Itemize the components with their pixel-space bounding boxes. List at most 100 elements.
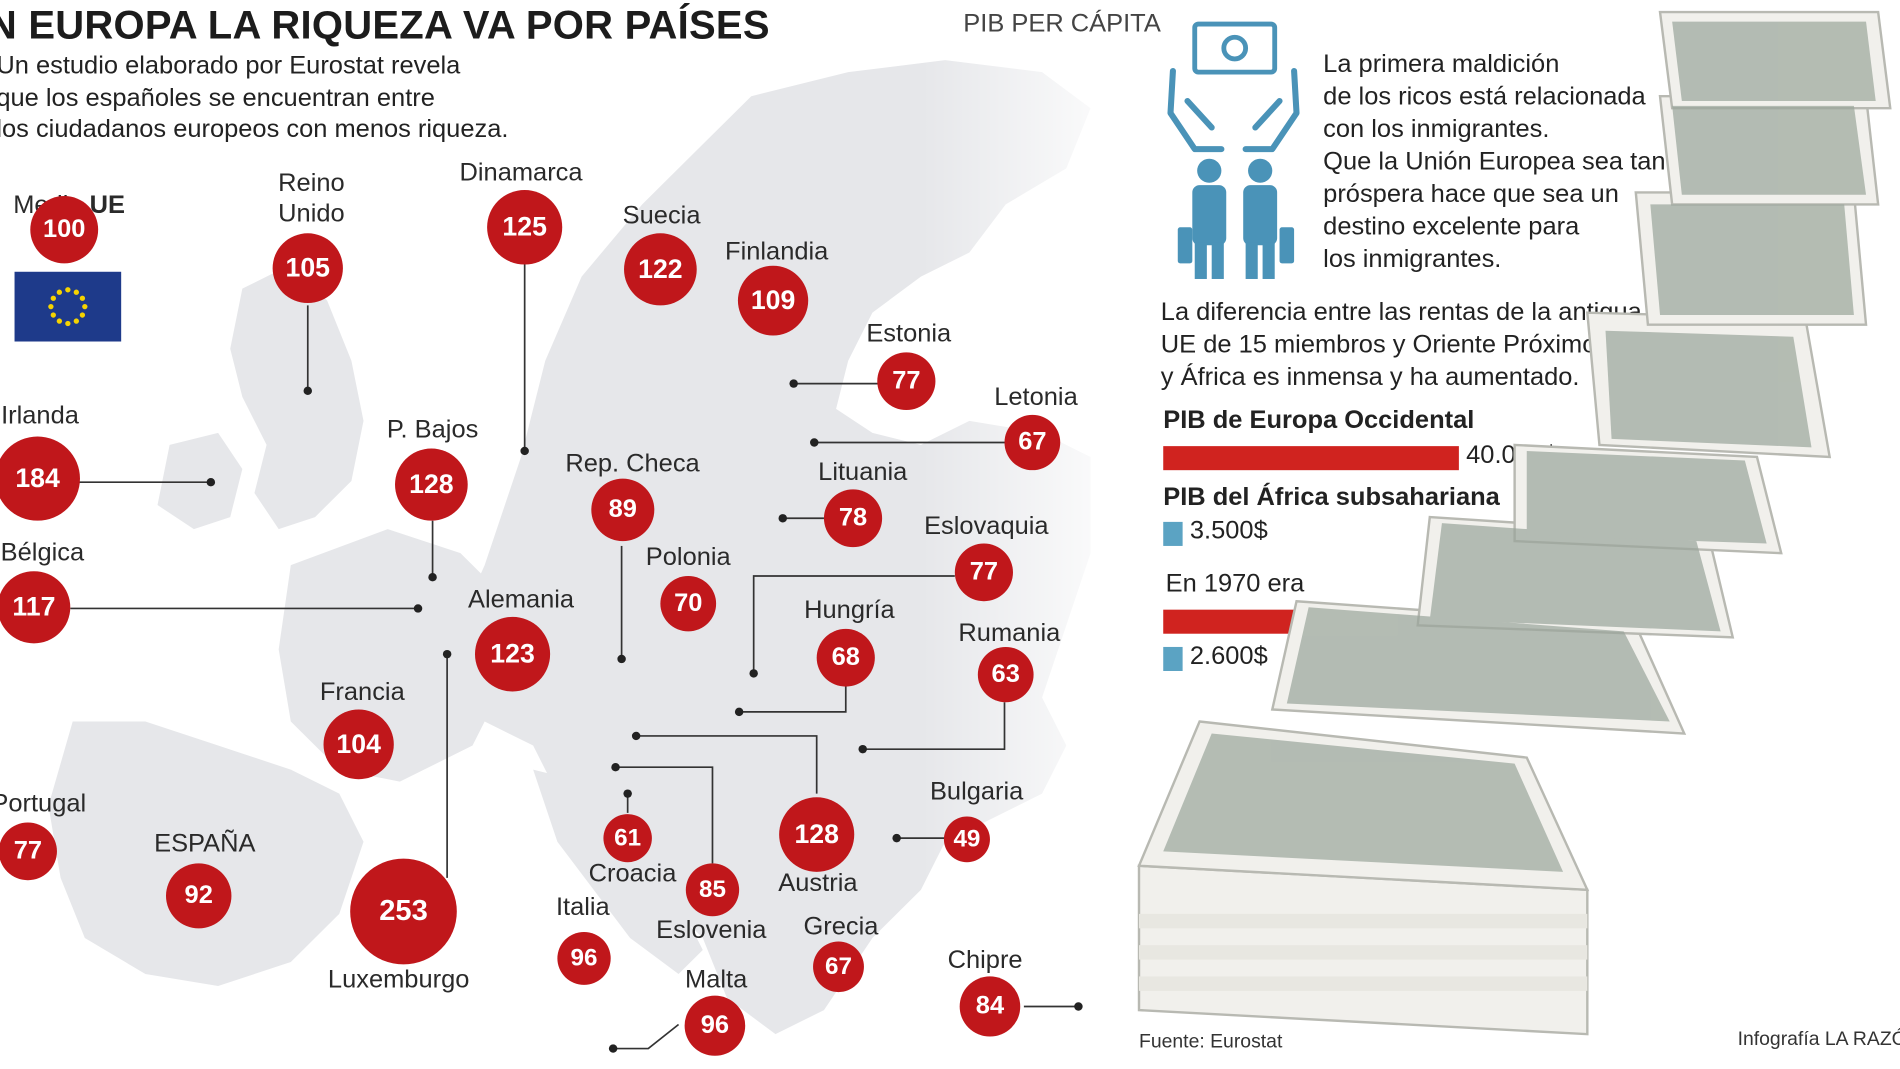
map-landmass-iberia: [48, 721, 364, 987]
bar-2-1: [1163, 646, 1183, 671]
map-landmass-ireland: [157, 432, 243, 530]
map-dot-dinamarca: [520, 446, 529, 456]
value-bubble-lituania: 78: [823, 489, 883, 548]
country-label-polonia: Polonia: [645, 543, 731, 572]
chart-group-label-2: En 1970 era: [1165, 569, 1305, 598]
map-dot-rep-checa: [617, 654, 626, 664]
connector-eslovaquia: [752, 575, 955, 674]
value-bubble-dinamarca: 125: [487, 189, 563, 265]
country-label-eslovaquia: Eslovaquia: [924, 512, 1049, 540]
country-label-portugal: Portugal: [0, 790, 87, 818]
bar-value-label-2-1: 2.600$: [1189, 642, 1268, 670]
income-gap-text: La diferencia entre las rentas de la ant…: [1160, 298, 1642, 391]
eu-flag-stars: [48, 287, 88, 327]
value-bubble-suecia: 122: [624, 233, 697, 306]
map-dot-rumania: [858, 744, 867, 754]
map-dot-eslovenia: [611, 762, 620, 772]
country-label-malta: Malta: [684, 965, 748, 994]
country-label-bulgaria: Bulgaria: [929, 778, 1024, 806]
country-label-irlanda: Irlanda: [1, 401, 79, 430]
value-bubble-luxemburgo: 253: [350, 858, 457, 965]
country-label-eslovenia: Eslovenia: [656, 916, 767, 944]
map-dot-estonia: [789, 379, 798, 388]
country-label-rumania: Rumania: [958, 619, 1061, 647]
bar-0-0: [1163, 446, 1459, 471]
country-label-lituania: Lituania: [818, 458, 908, 486]
map-landmass-italy: [533, 769, 703, 975]
value-bubble-alemania: 123: [474, 616, 551, 692]
intro-text: Un estudio elaborado por Eurostat revela…: [0, 51, 509, 144]
banknote-icon: [1192, 21, 1278, 75]
value-bubble-chipre: 84: [959, 976, 1021, 1037]
hands-icon: [1167, 67, 1300, 153]
immigrants-icon: [1161, 17, 1306, 288]
map-landmass-britain: [230, 264, 364, 530]
country-label-espana: ESPAÑA: [154, 829, 256, 858]
map-dot-croacia: [623, 789, 632, 798]
people-icon: [1177, 158, 1295, 279]
value-bubble-malta: 96: [684, 995, 746, 1056]
value-bubble-irlanda: 184: [0, 436, 80, 521]
country-label-suecia: Suecia: [622, 202, 701, 230]
money-stacks: [1137, 10, 1892, 1036]
country-label-estonia: Estonia: [866, 319, 952, 348]
connector-hungria: [739, 685, 847, 713]
country-label-finlandia: Finlandia: [725, 238, 829, 266]
value-bubble-grecia: 67: [813, 941, 864, 993]
value-bubble-bulgaria: 49: [943, 816, 990, 863]
bar-value-label-1-0: 3.500$: [1189, 517, 1268, 545]
map-dot-bulgaria: [892, 833, 901, 843]
value-bubble-rumania: 63: [977, 646, 1034, 703]
country-label-chipre: Chipre: [947, 946, 1023, 975]
chart-group-label-1: PIB del África subsahariana: [1163, 483, 1500, 512]
map-dot-alemania: [442, 649, 452, 659]
value-bubble-estonia: 77: [877, 352, 936, 411]
value-bubble-francia: 104: [323, 709, 394, 780]
country-label-grecia: Grecia: [803, 912, 879, 941]
value-bubble-letonia: 67: [1004, 414, 1061, 471]
headline: N EUROPA LA RIQUEZA VA POR PAÍSES: [0, 2, 770, 47]
value-bubble-rep-checa: 89: [591, 478, 655, 542]
immigrants-illustration: [1167, 21, 1300, 279]
map-dot-p-bajos: [428, 572, 437, 582]
connector-dots: [206, 379, 1083, 1053]
map-subtitle: PIB PER CÁPITA: [963, 9, 1161, 38]
value-bubble-belgica: 117: [0, 571, 71, 644]
connector-eslovenia: [615, 766, 714, 864]
country-label-p-bajos: P. Bajos: [386, 416, 479, 444]
bar-1-0: [1163, 521, 1183, 546]
connector-austria: [636, 735, 818, 794]
map-dot-hungria: [734, 707, 744, 717]
country-label-hungria: Hungría: [804, 596, 895, 625]
value-bubble-polonia: 70: [660, 575, 717, 632]
value-bubble-austria: 128: [779, 797, 855, 872]
eu-flag-icon: [14, 271, 122, 342]
connector-rumania: [862, 702, 1006, 750]
value-bubble-eslovaquia: 77: [954, 543, 1013, 602]
map-dot-reino-unido: [303, 386, 313, 396]
map-dot-irlanda: [206, 477, 216, 487]
bar-2-0: [1163, 609, 1297, 634]
country-label-alemania: Alemania: [467, 585, 575, 614]
value-bubble-portugal: 77: [0, 822, 57, 881]
value-bubble-eslovenia: 85: [685, 863, 740, 917]
source-note: Fuente: Eurostat: [1138, 1031, 1283, 1053]
map-dot-malta: [608, 1044, 618, 1053]
country-label-dinamarca: Dinamarca: [459, 158, 583, 187]
connector-malta: [613, 1023, 680, 1050]
connector-lines: [70, 264, 1079, 1050]
value-bubble-reino-unido: 105: [272, 233, 343, 304]
value-bubble-espana: 92: [166, 863, 232, 929]
country-label-rep-checa: Rep. Checa: [565, 449, 700, 478]
immigration-text: La primera maldición de los ricos está r…: [1323, 50, 1666, 273]
country-label-luxemburgo: Luxemburgo: [327, 965, 470, 994]
country-label-italia: Italia: [555, 893, 610, 922]
country-label-croacia: Croacia: [588, 859, 677, 888]
map-dot-chipre: [1074, 1002, 1083, 1011]
value-bubble-finlandia: 109: [737, 265, 809, 336]
country-label-letonia: Letonia: [994, 383, 1078, 412]
country-label-austria: Austria: [778, 869, 858, 898]
value-bubble-p-bajos: 128: [395, 448, 468, 521]
map-dot-lituania: [778, 514, 787, 523]
